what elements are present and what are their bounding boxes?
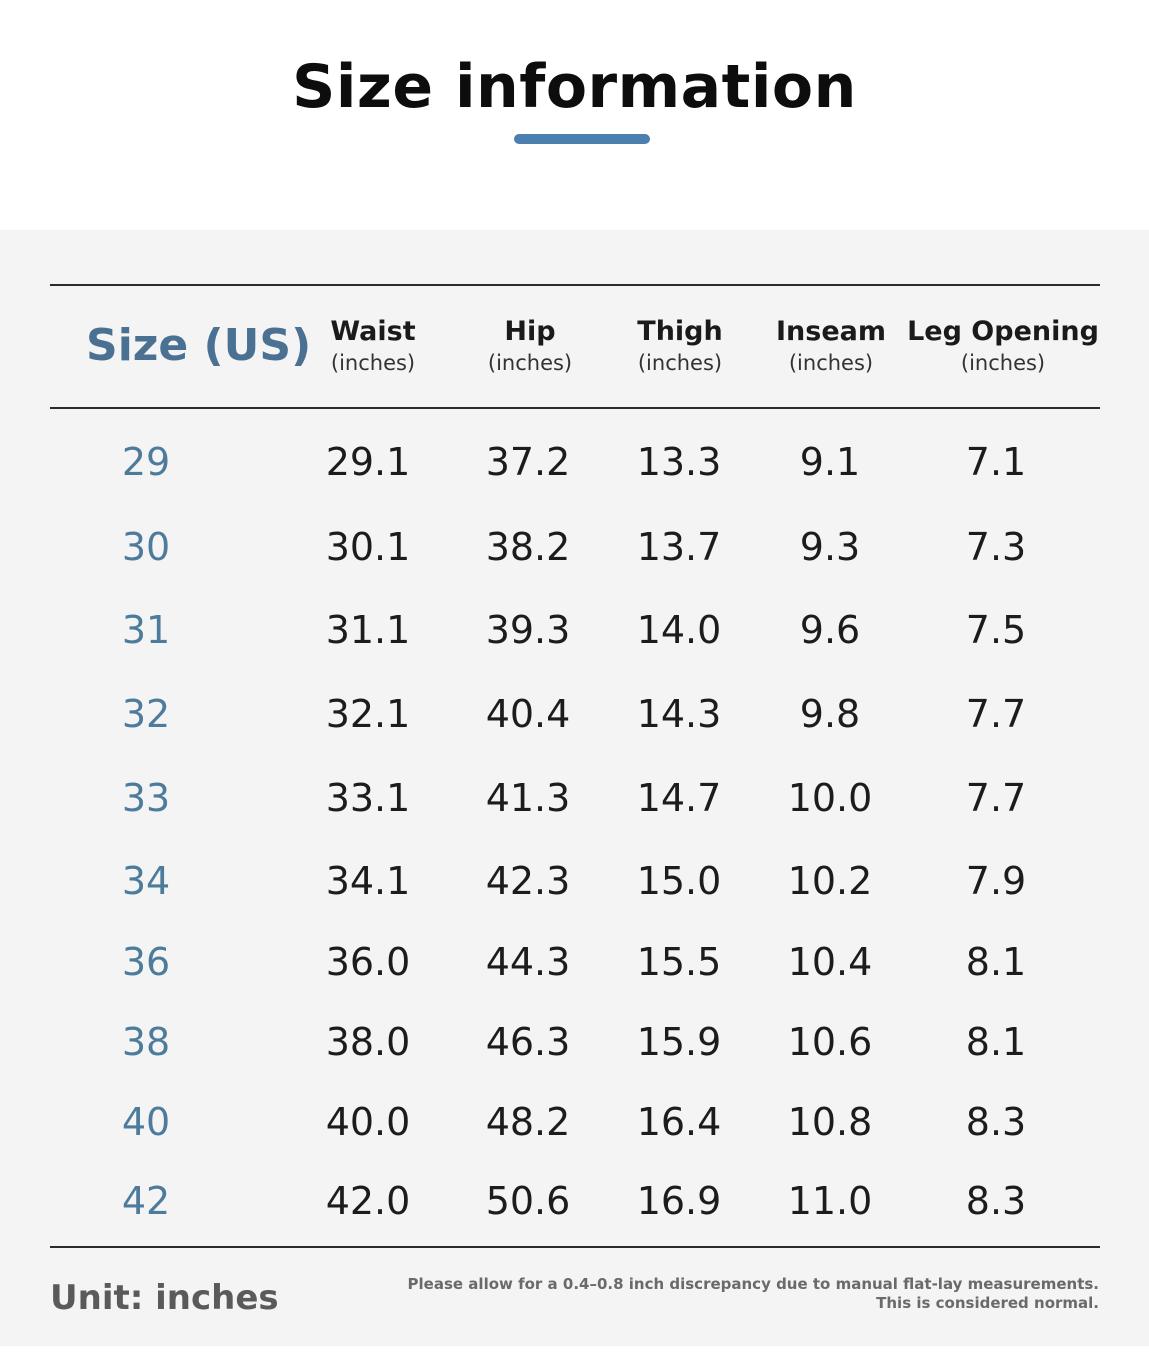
inseam-cell: 9.6 <box>799 608 861 652</box>
waist-cell: 42.0 <box>325 1179 411 1223</box>
thigh-column-header: Thigh (inches) <box>637 316 722 378</box>
thigh-cell: 13.7 <box>636 525 722 569</box>
leg-opening-cell: 8.1 <box>965 940 1027 984</box>
hip-cell: 38.2 <box>485 525 571 569</box>
inseam-cell: 9.3 <box>799 525 861 569</box>
inseam-cell: 9.1 <box>799 440 861 484</box>
hip-cell: 46.3 <box>485 1020 571 1064</box>
hip-cell: 42.3 <box>485 859 571 903</box>
column-unit: (inches) <box>637 351 723 375</box>
leg-opening-column-header: Leg Opening (inches) <box>907 316 1099 378</box>
waist-column-header: Waist (inches) <box>330 316 415 378</box>
size-cell: 29 <box>121 440 171 484</box>
size-cell: 42 <box>121 1179 171 1223</box>
table-row: 30 30.1 38.2 13.7 9.3 7.3 <box>0 517 1149 577</box>
waist-cell: 34.1 <box>325 859 411 903</box>
column-unit: (inches) <box>487 351 573 375</box>
size-cell: 33 <box>121 776 171 820</box>
size-cell: 34 <box>121 859 171 903</box>
size-cell: 30 <box>121 525 171 569</box>
thigh-cell: 16.9 <box>636 1179 722 1223</box>
inseam-cell: 10.8 <box>787 1100 873 1144</box>
size-column-header: Size (US) <box>86 320 312 371</box>
waist-cell: 32.1 <box>325 692 411 736</box>
table-row: 33 33.1 41.3 14.7 10.0 7.7 <box>0 768 1149 828</box>
leg-opening-cell: 7.9 <box>965 859 1027 903</box>
column-unit: (inches) <box>788 351 874 375</box>
waist-cell: 30.1 <box>325 525 411 569</box>
leg-opening-cell: 7.5 <box>965 608 1027 652</box>
waist-cell: 29.1 <box>325 440 411 484</box>
waist-cell: 31.1 <box>325 608 411 652</box>
header: Size information <box>0 0 1149 230</box>
hip-cell: 40.4 <box>485 692 571 736</box>
inseam-cell: 11.0 <box>787 1179 873 1223</box>
inseam-cell: 10.6 <box>787 1020 873 1064</box>
leg-opening-cell: 8.3 <box>965 1179 1027 1223</box>
table-row: 31 31.1 39.3 14.0 9.6 7.5 <box>0 600 1149 660</box>
measurement-disclaimer: Please allow for a 0.4–0.8 inch discrepa… <box>408 1275 1099 1313</box>
thigh-cell: 13.3 <box>636 440 722 484</box>
page-title: Size information <box>292 52 857 122</box>
hip-column-header: Hip (inches) <box>488 316 572 378</box>
table-row: 32 32.1 40.4 14.3 9.8 7.7 <box>0 684 1149 744</box>
leg-opening-cell: 8.3 <box>965 1100 1027 1144</box>
thigh-cell: 14.7 <box>636 776 722 820</box>
column-name: Hip <box>504 316 556 347</box>
size-table-panel <box>0 230 1149 1346</box>
size-cell: 40 <box>121 1100 171 1144</box>
waist-cell: 36.0 <box>325 940 411 984</box>
hip-cell: 39.3 <box>485 608 571 652</box>
column-name: Thigh <box>637 316 723 347</box>
leg-opening-cell: 7.7 <box>965 776 1027 820</box>
column-name: Leg Opening <box>907 316 1099 347</box>
size-cell: 38 <box>121 1020 171 1064</box>
leg-opening-cell: 7.3 <box>965 525 1027 569</box>
thigh-cell: 16.4 <box>636 1100 722 1144</box>
column-unit: (inches) <box>330 351 416 375</box>
thigh-cell: 14.3 <box>636 692 722 736</box>
thigh-cell: 15.0 <box>636 859 722 903</box>
table-row: 34 34.1 42.3 15.0 10.2 7.9 <box>0 851 1149 911</box>
unit-note: Unit: inches <box>50 1278 279 1318</box>
table-row: 29 29.1 37.2 13.3 9.1 7.1 <box>0 432 1149 492</box>
size-cell: 32 <box>121 692 171 736</box>
title-underline <box>514 134 650 144</box>
leg-opening-cell: 7.1 <box>965 440 1027 484</box>
table-row: 38 38.0 46.3 15.9 10.6 8.1 <box>0 1012 1149 1072</box>
size-cell: 31 <box>121 608 171 652</box>
inseam-cell: 10.2 <box>787 859 873 903</box>
table-top-rule <box>50 284 1100 286</box>
column-unit: (inches) <box>960 351 1046 375</box>
waist-cell: 33.1 <box>325 776 411 820</box>
thigh-cell: 15.9 <box>636 1020 722 1064</box>
table-row: 40 40.0 48.2 16.4 10.8 8.3 <box>0 1092 1149 1152</box>
thigh-cell: 15.5 <box>636 940 722 984</box>
waist-cell: 40.0 <box>325 1100 411 1144</box>
thigh-cell: 14.0 <box>636 608 722 652</box>
disclaimer-line: Please allow for a 0.4–0.8 inch discrepa… <box>407 1275 1099 1293</box>
hip-cell: 41.3 <box>485 776 571 820</box>
hip-cell: 44.3 <box>485 940 571 984</box>
inseam-cell: 10.4 <box>787 940 873 984</box>
inseam-cell: 9.8 <box>799 692 861 736</box>
inseam-cell: 10.0 <box>787 776 873 820</box>
leg-opening-cell: 7.7 <box>965 692 1027 736</box>
column-name: Inseam <box>775 316 887 347</box>
table-row: 42 42.0 50.6 16.9 11.0 8.3 <box>0 1171 1149 1231</box>
table-bottom-rule <box>50 1246 1100 1248</box>
waist-cell: 38.0 <box>325 1020 411 1064</box>
leg-opening-cell: 8.1 <box>965 1020 1027 1064</box>
inseam-column-header: Inseam (inches) <box>776 316 886 378</box>
size-cell: 36 <box>121 940 171 984</box>
hip-cell: 37.2 <box>485 440 571 484</box>
disclaimer-line: This is considered normal. <box>876 1294 1099 1312</box>
hip-cell: 48.2 <box>485 1100 571 1144</box>
table-row: 36 36.0 44.3 15.5 10.4 8.1 <box>0 932 1149 992</box>
column-name: Waist <box>330 316 416 347</box>
hip-cell: 50.6 <box>485 1179 571 1223</box>
table-header-rule <box>50 407 1100 409</box>
